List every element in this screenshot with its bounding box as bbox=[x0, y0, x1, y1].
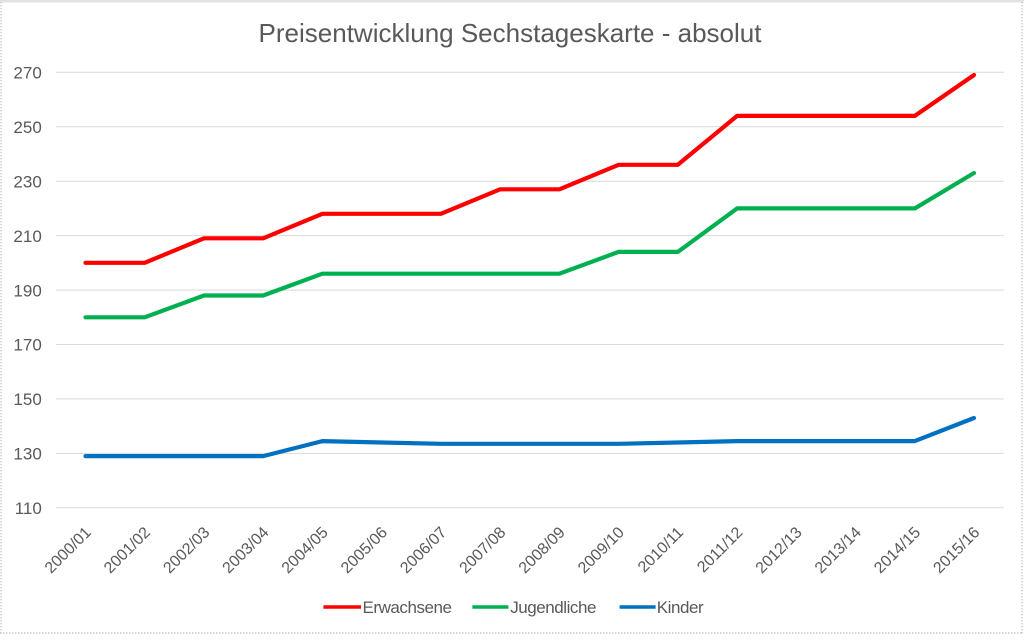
svg-text:130: 130 bbox=[13, 445, 41, 464]
svg-text:Kinder: Kinder bbox=[657, 598, 704, 617]
svg-text:250: 250 bbox=[13, 118, 41, 137]
svg-text:110: 110 bbox=[15, 499, 42, 518]
svg-text:Jugendliche: Jugendliche bbox=[510, 598, 596, 617]
svg-text:Preisentwicklung Sechstageskar: Preisentwicklung Sechstageskarte - absol… bbox=[259, 18, 763, 48]
svg-text:190: 190 bbox=[13, 281, 41, 300]
svg-text:210: 210 bbox=[13, 227, 41, 246]
svg-text:170: 170 bbox=[13, 336, 41, 355]
svg-text:230: 230 bbox=[13, 172, 41, 191]
svg-text:Erwachsene: Erwachsene bbox=[363, 598, 452, 617]
svg-text:270: 270 bbox=[13, 64, 41, 83]
svg-text:150: 150 bbox=[13, 390, 41, 409]
